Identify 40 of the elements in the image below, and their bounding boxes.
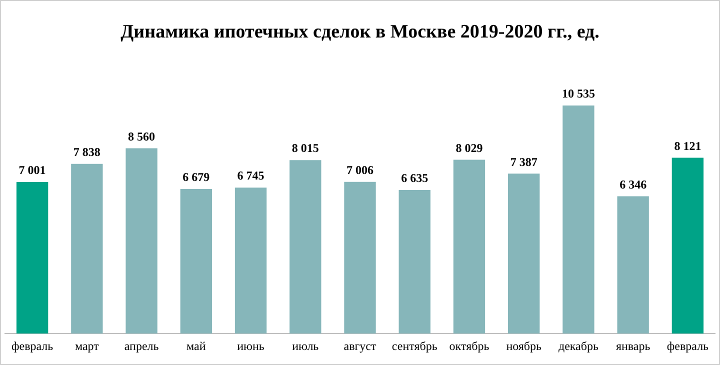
data-label: 7 838 (73, 145, 100, 159)
bar (180, 189, 212, 334)
x-tick-label: апрель (124, 338, 160, 353)
data-label: 6 745 (237, 168, 264, 183)
data-label: 8 560 (128, 129, 156, 144)
x-tick-label: ноябрь (506, 338, 542, 353)
data-label: 6 679 (182, 170, 210, 184)
data-label: 7 001 (18, 163, 46, 178)
data-label: 7 387 (510, 154, 538, 169)
bar (508, 174, 540, 334)
x-tick-label: июнь (237, 338, 265, 353)
x-tick-label: февраль (11, 338, 54, 353)
x-tick-label: август (344, 338, 377, 353)
bar (126, 148, 158, 334)
data-label: 6 346 (620, 177, 647, 192)
bar (344, 182, 376, 334)
data-label: 10 535 (562, 86, 595, 101)
data-label: 8 121 (674, 138, 702, 153)
data-label: 7 006 (346, 163, 374, 178)
x-tick-label: октябрь (449, 338, 490, 353)
bar (398, 190, 430, 334)
bar (234, 188, 267, 334)
bar (71, 164, 103, 334)
bar (562, 106, 594, 334)
x-tick-label: декабрь (558, 338, 599, 353)
bar (453, 160, 486, 334)
bar (672, 158, 704, 334)
x-tick-label: февраль (666, 338, 710, 353)
data-label: 8 029 (456, 140, 483, 155)
data-label: 8 015 (292, 141, 319, 156)
x-tick-label: май (186, 338, 206, 353)
chart-title: Динамика ипотечных сделок в Москве 2019-2020 гг., ед. (120, 21, 600, 42)
bar (617, 196, 649, 334)
x-tick-label: январь (616, 338, 651, 353)
x-tick-label: июль (292, 338, 320, 353)
x-tick-label: март (74, 338, 100, 353)
bar (16, 182, 48, 334)
data-label: 6 635 (401, 171, 428, 186)
x-tick-label: сентябрь (392, 338, 438, 353)
bar (290, 160, 322, 334)
